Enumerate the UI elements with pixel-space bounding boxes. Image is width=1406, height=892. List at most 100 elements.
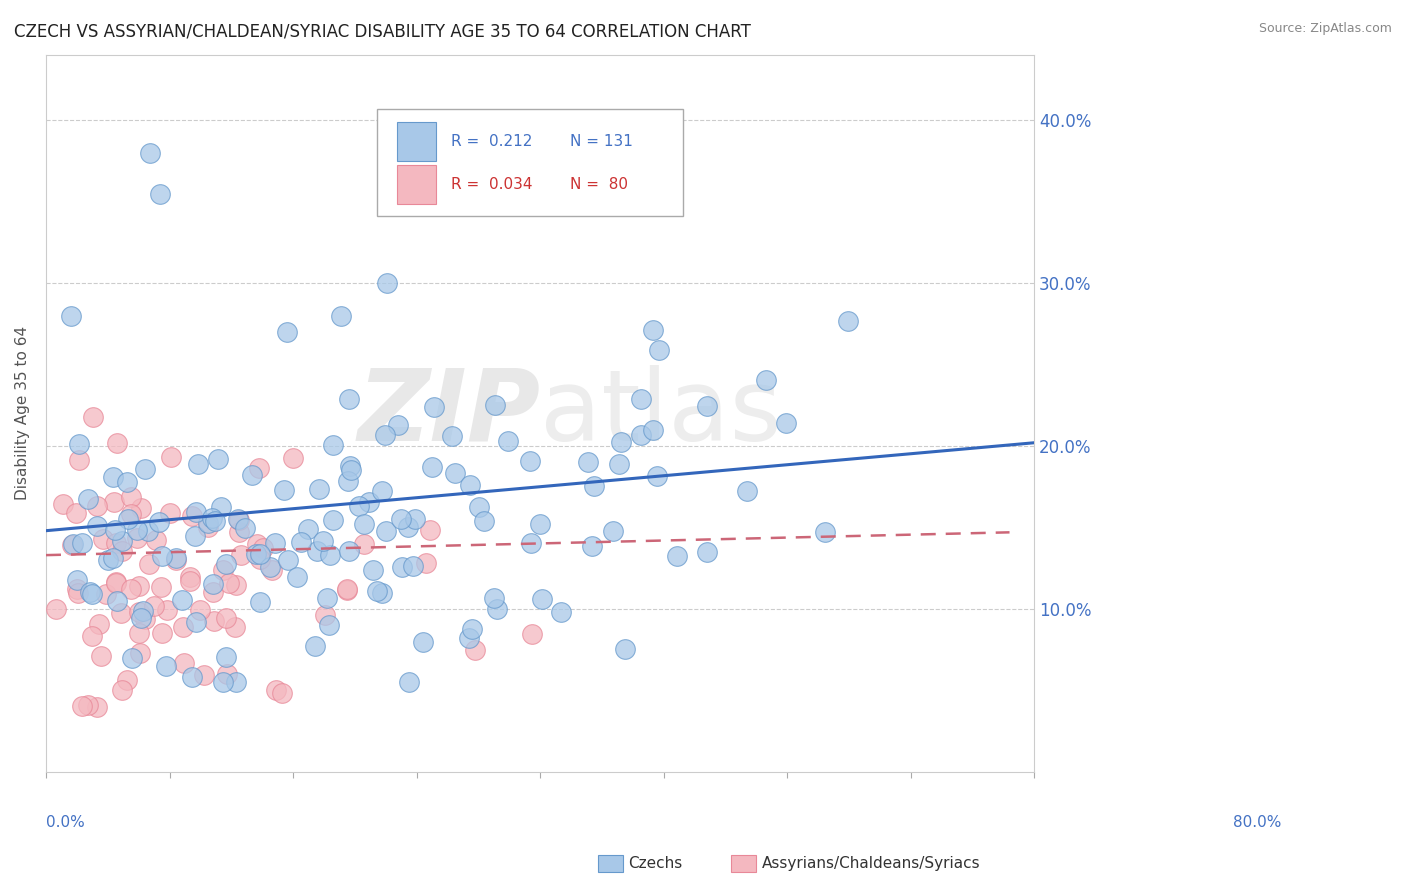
Point xyxy=(66,586,89,600)
Point xyxy=(374,427,396,442)
Point xyxy=(609,434,631,449)
Text: Czechs: Czechs xyxy=(628,856,683,871)
Point xyxy=(252,541,274,556)
Point xyxy=(641,323,664,337)
Point xyxy=(156,603,179,617)
Point xyxy=(96,587,118,601)
Point xyxy=(179,574,201,588)
Point xyxy=(86,499,108,513)
FancyBboxPatch shape xyxy=(396,165,436,204)
Text: ZIP: ZIP xyxy=(357,365,540,462)
Point xyxy=(277,553,299,567)
Point xyxy=(134,611,156,625)
Point xyxy=(188,603,211,617)
Point xyxy=(330,309,353,323)
Point xyxy=(498,434,520,448)
Point xyxy=(735,484,758,499)
Point xyxy=(484,398,506,412)
Point xyxy=(80,630,103,644)
Point xyxy=(247,461,270,475)
Point xyxy=(339,458,361,473)
Point xyxy=(337,392,360,406)
Point xyxy=(173,656,195,670)
Point xyxy=(65,507,87,521)
Point xyxy=(443,467,465,481)
Point xyxy=(630,428,652,442)
Point xyxy=(82,587,104,601)
Point xyxy=(336,582,359,597)
Point xyxy=(519,454,541,468)
Point xyxy=(226,512,249,526)
Point xyxy=(696,399,718,413)
Point xyxy=(197,516,219,531)
Point xyxy=(336,582,359,597)
Point xyxy=(202,584,225,599)
Point xyxy=(371,483,394,498)
Point xyxy=(249,595,271,609)
Text: 0.0%: 0.0% xyxy=(46,814,84,830)
Point xyxy=(285,570,308,584)
Point xyxy=(813,524,835,539)
Point xyxy=(423,400,446,414)
Point xyxy=(647,343,669,357)
Point xyxy=(316,591,339,606)
Point xyxy=(134,462,156,476)
Point xyxy=(201,511,224,525)
Point xyxy=(148,515,170,529)
Point xyxy=(696,545,718,559)
Point xyxy=(131,611,153,625)
Point xyxy=(522,627,544,641)
Point xyxy=(353,517,375,532)
Point xyxy=(359,495,381,509)
Point xyxy=(186,615,208,629)
Point xyxy=(105,435,128,450)
Point xyxy=(120,507,142,521)
Point xyxy=(110,606,132,620)
Point xyxy=(260,563,283,577)
Point xyxy=(398,675,420,690)
Point xyxy=(120,490,142,504)
Point xyxy=(340,463,363,477)
Point xyxy=(322,438,344,452)
Point xyxy=(77,698,100,713)
Point xyxy=(387,418,409,433)
Point xyxy=(215,650,238,665)
Point xyxy=(264,683,287,698)
FancyBboxPatch shape xyxy=(396,122,436,161)
Point xyxy=(172,620,194,634)
Point xyxy=(155,659,177,673)
Point xyxy=(224,620,246,634)
Point xyxy=(215,557,238,571)
Point xyxy=(276,325,298,339)
Text: Source: ZipAtlas.com: Source: ZipAtlas.com xyxy=(1258,22,1392,36)
Point xyxy=(103,551,125,566)
Point xyxy=(211,563,233,577)
Point xyxy=(240,467,263,482)
Point xyxy=(181,508,204,523)
Point xyxy=(228,513,250,527)
Point xyxy=(186,505,208,519)
Text: CZECH VS ASSYRIAN/CHALDEAN/SYRIAC DISABILITY AGE 35 TO 64 CORRELATION CHART: CZECH VS ASSYRIAN/CHALDEAN/SYRIAC DISABI… xyxy=(14,22,751,40)
FancyBboxPatch shape xyxy=(377,109,683,217)
Point xyxy=(264,535,287,549)
Point xyxy=(129,501,152,516)
Point xyxy=(105,594,128,608)
Point xyxy=(249,552,271,566)
Point xyxy=(486,601,509,615)
Point xyxy=(184,529,207,543)
Point xyxy=(67,437,90,451)
Text: atlas: atlas xyxy=(540,365,782,462)
Point xyxy=(79,584,101,599)
Point xyxy=(519,535,541,549)
Point xyxy=(121,651,143,665)
Point xyxy=(415,556,437,570)
Point xyxy=(104,576,127,591)
Point xyxy=(212,675,235,690)
Point xyxy=(259,560,281,574)
Point xyxy=(218,576,240,591)
Point xyxy=(180,670,202,684)
Point xyxy=(138,557,160,571)
Point xyxy=(273,483,295,497)
Point xyxy=(160,450,183,465)
Point xyxy=(90,649,112,664)
